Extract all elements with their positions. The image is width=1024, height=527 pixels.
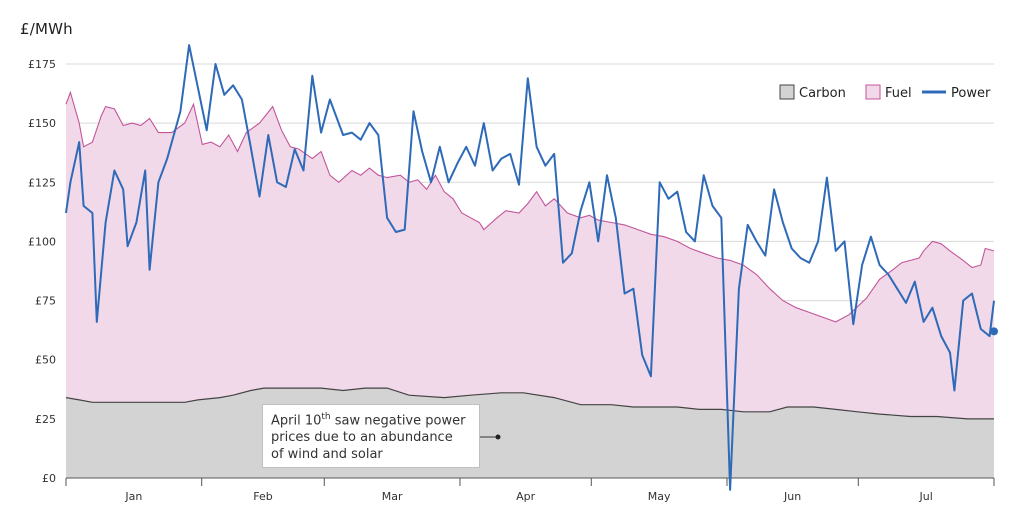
y-tick-label: £150 (28, 117, 56, 130)
x-tick-label: May (648, 490, 671, 503)
power-end-marker (990, 327, 998, 336)
y-tick-label: £25 (35, 413, 56, 426)
fuel-area (66, 92, 994, 479)
x-tick-label: Jun (783, 490, 801, 503)
x-tick-label: Feb (253, 490, 272, 503)
legend-label-fuel: Fuel (885, 86, 912, 101)
annotation-box: April 10th saw negative power prices due… (262, 404, 480, 468)
y-tick-label: £50 (35, 354, 56, 367)
legend-label-carbon: Carbon (799, 86, 846, 101)
annotation-line1-sup: th (321, 412, 331, 422)
carbon-line (65, 387, 994, 420)
power-line (65, 44, 995, 491)
annotation-dot (495, 434, 501, 440)
x-tick-label: Apr (516, 490, 536, 503)
x-tick-label: Jul (919, 490, 933, 503)
fuel-line (65, 90, 995, 323)
annotation-line1-pre: April 10 (271, 413, 322, 429)
x-tick-label: Mar (382, 490, 403, 503)
legend-swatch-fuel (865, 84, 881, 100)
y-unit-label: £/MWh (20, 20, 73, 38)
y-tick-label: £0 (42, 472, 56, 485)
legend-label-power: Power (951, 86, 991, 101)
y-tick-label: £175 (28, 58, 56, 71)
annotation-line3: of wind and solar (271, 447, 383, 463)
annotation-line2: prices due to an abundance (271, 430, 453, 446)
legend-swatch-carbon (779, 84, 795, 100)
y-tick-label: £100 (28, 235, 56, 248)
x-tick-label: Jan (124, 490, 142, 503)
annotation-line1-post: saw negative power (330, 413, 466, 429)
y-tick-label: £75 (35, 295, 56, 308)
y-tick-label: £125 (28, 176, 56, 189)
